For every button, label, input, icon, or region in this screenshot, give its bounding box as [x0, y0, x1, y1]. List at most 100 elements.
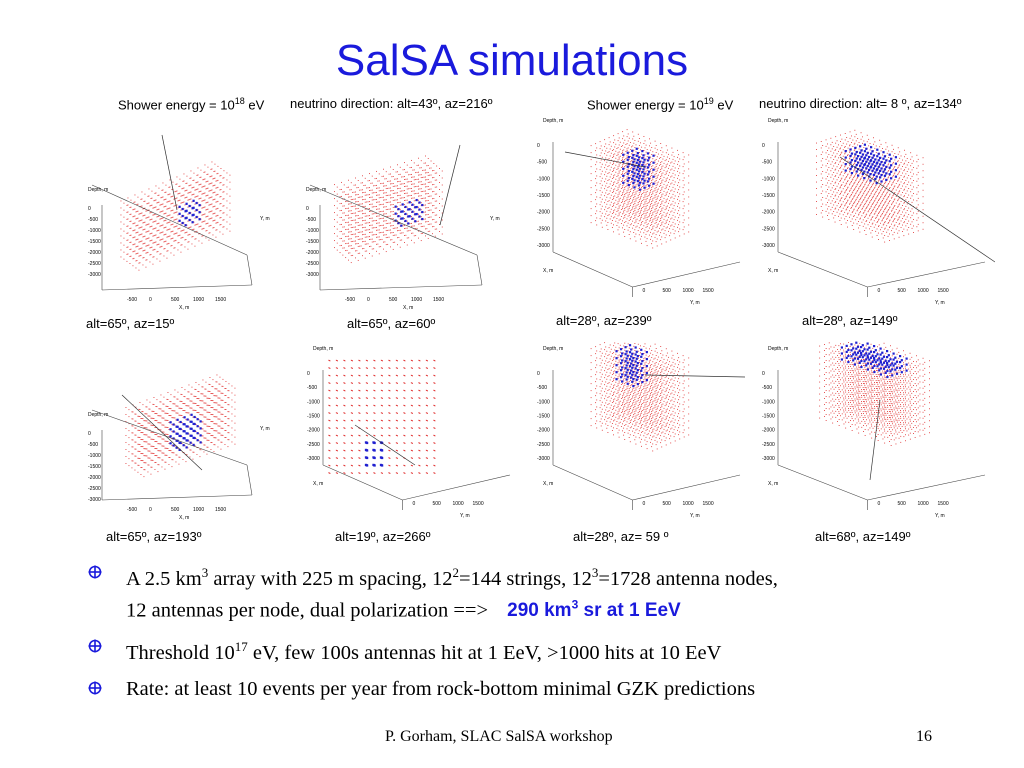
- panel-caption-1: alt=65º, az=15º: [86, 316, 175, 331]
- sim-panel-5: Depth, m Y, m X, m 0 -500 -1000 -1500 -2000 -250…: [88, 374, 270, 521]
- y-axis-label: Y, m: [690, 513, 700, 519]
- bullet-1: A 2.5 km3 array with 225 m spacing, 122=…: [88, 560, 988, 624]
- depth-tick-label: -1000: [307, 399, 320, 405]
- depth-tick-label: -2000: [306, 250, 319, 256]
- bullet-2: Threshold 1017 eV, few 100s antennas hit…: [88, 634, 988, 666]
- x-axis-label: X, m: [179, 515, 189, 521]
- highlight-acceptance: 290 km3 sr at 1 EeV: [507, 597, 681, 622]
- hit-dots: [364, 441, 384, 467]
- panel-caption-3: alt=28º, az=239º: [556, 313, 652, 328]
- depth-tick-label: -500: [762, 385, 772, 391]
- axes-frame: [91, 409, 253, 501]
- y-axis-label: Y, m: [935, 513, 945, 519]
- y-axis-label: Y, m: [260, 216, 270, 222]
- y-axis-label: Y, m: [935, 300, 945, 306]
- y-tick-label: 0: [413, 501, 416, 507]
- x-tick-label: 1500: [215, 297, 226, 303]
- depth-tick-label: 0: [537, 371, 540, 377]
- hit-dots: [840, 341, 908, 379]
- hit-dots: [622, 147, 655, 191]
- depth-tick-label: -2000: [762, 210, 775, 216]
- depth-tick-label: 0: [88, 431, 91, 437]
- depth-tick-label: -1000: [88, 453, 101, 459]
- y-tick-label: 500: [433, 501, 442, 507]
- depth-tick-label: -1000: [88, 228, 101, 234]
- depth-tick-label: -2500: [88, 486, 101, 492]
- x-tick-label: 1000: [193, 507, 204, 513]
- depth-tick-label: 0: [537, 143, 540, 149]
- axes-frame: [552, 370, 741, 510]
- header-direction-2: neutrino direction: alt= 8 º, az=134º: [759, 96, 962, 111]
- panel-caption-6: alt=19º, az=266º: [335, 529, 431, 544]
- y-tick-label: 1000: [918, 288, 929, 294]
- axes-frame: [552, 142, 741, 297]
- y-tick-label: 1500: [938, 501, 949, 507]
- x-tick-label: 0: [367, 297, 370, 303]
- depth-tick-label: 0: [762, 143, 765, 149]
- depth-axis-label: Depth, m: [768, 346, 788, 352]
- panel-caption-4: alt=28º, az=149º: [802, 313, 898, 328]
- depth-tick-label: -2500: [88, 261, 101, 267]
- sim-panel-3: Depth, m Y, m X, m 0 -500 -1000 -1500 -2000 -250…: [537, 118, 741, 306]
- header-direction-1: neutrino direction: alt=43º, az=216º: [290, 96, 493, 111]
- grid-dots: [120, 161, 231, 271]
- depth-axis-label: Depth, m: [306, 187, 326, 193]
- y-axis-label: Y, m: [260, 426, 270, 432]
- depth-tick-label: 0: [306, 206, 309, 212]
- panel-caption-8: alt=68º, az=149º: [815, 529, 911, 544]
- bullet-marker-icon: [88, 565, 102, 579]
- panel-caption-2: alt=65º, az=60º: [347, 316, 436, 331]
- x-tick-label: 500: [389, 297, 398, 303]
- sim-panel-2: Depth, m Y, m X, m 0 -500 -1000 -1500 -2000 -250…: [306, 144, 500, 311]
- grid-dots: [819, 342, 930, 446]
- y-tick-label: 1500: [703, 501, 714, 507]
- x-axis-label: X, m: [768, 481, 778, 487]
- x-tick-label: 0: [149, 297, 152, 303]
- depth-axis-label: Depth, m: [313, 346, 333, 352]
- y-axis-label: Y, m: [690, 300, 700, 306]
- y-tick-label: 1500: [938, 288, 949, 294]
- y-tick-label: 500: [898, 288, 907, 294]
- x-tick-label: -500: [127, 297, 137, 303]
- grid-dots: [590, 129, 690, 249]
- depth-tick-label: -2500: [537, 442, 550, 448]
- grid-dots: [590, 342, 690, 452]
- depth-tick-label: -2500: [307, 442, 320, 448]
- y-tick-label: 500: [898, 501, 907, 507]
- depth-axis-label: Depth, m: [543, 118, 563, 124]
- sim-panel-4: Depth, m Y, m X, m 0 -500 -1000 -1500 -2000 -250…: [762, 118, 995, 306]
- hit-dots: [169, 413, 202, 451]
- x-tick-label: 1500: [433, 297, 444, 303]
- shower-track-line: [439, 144, 461, 226]
- depth-tick-label: -500: [88, 442, 98, 448]
- depth-tick-label: -3000: [537, 243, 550, 249]
- x-tick-label: 0: [149, 507, 152, 513]
- y-axis-label: Y, m: [490, 216, 500, 222]
- depth-tick-label: -2000: [537, 428, 550, 434]
- depth-tick-label: -3000: [762, 456, 775, 462]
- depth-tick-label: -2000: [762, 428, 775, 434]
- depth-tick-label: 0: [88, 206, 91, 212]
- shower-track-line: [121, 394, 203, 471]
- depth-tick-label: -1500: [306, 239, 319, 245]
- shower-track-line: [161, 134, 178, 211]
- depth-tick-label: 0: [307, 371, 310, 377]
- grid-dots: [328, 359, 436, 474]
- x-tick-label: 500: [171, 297, 180, 303]
- axes-frame: [777, 370, 986, 510]
- depth-tick-label: -1500: [537, 414, 550, 420]
- bullet-marker-icon: [88, 639, 102, 653]
- depth-tick-label: -2500: [762, 442, 775, 448]
- depth-tick-label: -1500: [537, 193, 550, 199]
- depth-tick-label: -2000: [88, 250, 101, 256]
- sim-panel-8: Depth, m Y, m X, m 0 -500 -1000 -1500 -2000 -250…: [762, 341, 986, 519]
- shower-track-line: [354, 424, 416, 466]
- depth-tick-label: -1500: [762, 193, 775, 199]
- x-tick-label: -500: [345, 297, 355, 303]
- depth-tick-label: -3000: [307, 456, 320, 462]
- depth-tick-label: 0: [762, 371, 765, 377]
- x-axis-label: X, m: [313, 481, 323, 487]
- depth-tick-label: -500: [306, 217, 316, 223]
- depth-tick-label: -1500: [762, 414, 775, 420]
- depth-tick-label: -1000: [762, 176, 775, 182]
